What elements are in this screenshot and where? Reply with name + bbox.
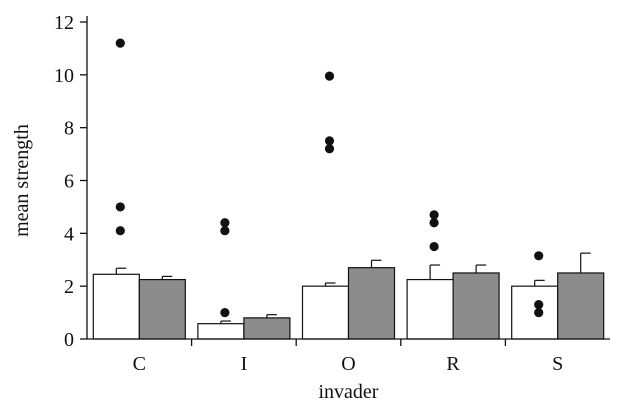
outlier-point-o-1: [324, 71, 335, 81]
bar-s-series2: [557, 272, 605, 340]
y-tick-label-12: 12: [54, 12, 74, 34]
bar-o-series1: [301, 285, 350, 340]
outlier-point-i-3: [220, 307, 230, 318]
y-tick-label-10: 10: [54, 65, 74, 87]
y-axis-label: mean strength: [11, 124, 33, 237]
x-tick-label-i: I: [241, 353, 248, 375]
outlier-point-r-2: [429, 218, 439, 228]
outlier-point-i-2: [220, 226, 230, 236]
outlier-point-i-1: [220, 218, 230, 228]
y-tick-label-0: 0: [64, 329, 74, 351]
bar-i-series2: [243, 317, 291, 340]
y-ticks: 0 2 4 6 8 10 12: [54, 12, 87, 351]
outlier-point-s-1: [534, 251, 544, 261]
y-tick-label-4: 4: [64, 223, 74, 245]
outlier-point-r-3: [429, 241, 439, 252]
bar-c-series2: [138, 278, 186, 340]
outlier-point-c-3: [115, 226, 125, 236]
y-tick-label-2: 2: [64, 276, 74, 298]
y-tick-label-6: 6: [64, 171, 74, 193]
outliers-layer: [115, 38, 544, 318]
x-tick-label-c: C: [133, 353, 146, 375]
x-tick-label-r: R: [446, 353, 460, 375]
outlier-point-r-1: [429, 210, 439, 220]
bar-c-series1: [92, 273, 140, 340]
outlier-point-c-1: [115, 38, 125, 48]
outlier-point-s-2: [534, 300, 544, 310]
axes-layer: [86, 16, 610, 340]
outlier-point-s-3: [534, 307, 544, 318]
error-bars-layer: [115, 252, 591, 324]
y-tick-label-8: 8: [64, 118, 74, 140]
bar-o-series2: [347, 267, 396, 340]
outlier-point-o-2: [324, 136, 335, 146]
bar-i-series1: [197, 323, 245, 340]
x-axis-label: invader: [319, 381, 379, 403]
outlier-point-c-2: [115, 202, 125, 212]
bar-r-series2: [452, 272, 500, 340]
bars-layer: [92, 267, 605, 340]
bar-r-series1: [406, 278, 454, 340]
outlier-point-o-3: [324, 144, 335, 154]
x-tick-label-s: S: [552, 353, 563, 375]
x-tick-label-o: O: [341, 353, 355, 375]
